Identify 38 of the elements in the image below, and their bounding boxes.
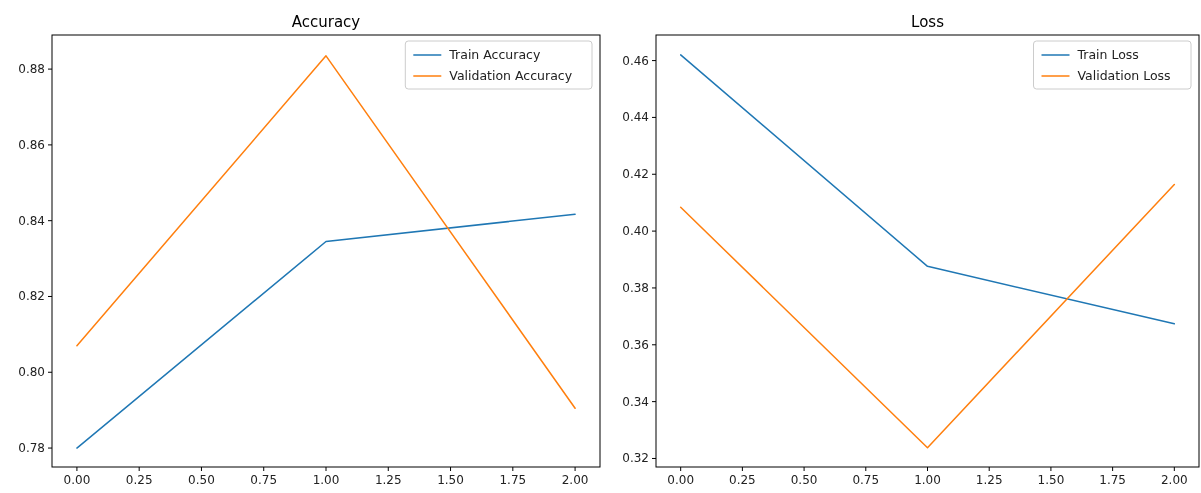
x-tick-label: 1.00	[312, 473, 340, 487]
legend-label: Validation Loss	[1077, 68, 1171, 83]
x-tick-label: 0.50	[188, 473, 215, 487]
y-tick-label: 0.84	[18, 213, 45, 228]
x-tick-label: 1.50	[437, 473, 464, 487]
y-tick-label: 0.44	[622, 110, 649, 125]
x-tick-label: 1.50	[1037, 473, 1065, 487]
x-tick-label: 1.25	[975, 473, 1003, 487]
legend-label: Train Accuracy	[448, 47, 541, 62]
y-tick-label: 0.80	[18, 365, 45, 380]
y-tick-label: 0.86	[18, 137, 45, 152]
y-tick-label: 0.78	[18, 441, 45, 456]
y-tick-label: 0.40	[622, 224, 649, 239]
x-tick-label: 0.25	[729, 473, 756, 487]
x-tick-label: 0.00	[63, 473, 91, 487]
x-tick-label: 0.50	[790, 473, 818, 487]
y-tick-label: 0.88	[18, 62, 45, 77]
x-tick-label: 0.75	[250, 473, 278, 487]
y-tick-label: 0.42	[622, 167, 649, 182]
x-tick-label: 0.00	[667, 473, 695, 487]
y-tick-label: 0.36	[622, 337, 649, 352]
x-tick-label: 1.75	[1099, 473, 1126, 487]
x-tick-label: 1.75	[499, 473, 527, 487]
x-tick-label: 2.00	[1160, 473, 1188, 487]
x-tick-label: 1.00	[914, 473, 941, 487]
y-tick-label: 0.46	[622, 53, 649, 68]
y-tick-label: 0.32	[622, 451, 649, 466]
y-tick-label: 0.38	[622, 280, 649, 295]
x-tick-label: 2.00	[561, 473, 589, 487]
x-tick-label: 1.25	[374, 473, 402, 487]
chart-title: Accuracy	[291, 13, 361, 31]
legend-label: Train Loss	[1076, 47, 1139, 62]
legend-label: Validation Accuracy	[449, 68, 573, 83]
x-tick-label: 0.75	[852, 473, 880, 487]
y-tick-label: 0.82	[18, 289, 45, 304]
chart-title: Loss	[911, 13, 945, 31]
x-tick-label: 0.25	[125, 473, 153, 487]
y-tick-label: 0.34	[622, 394, 649, 409]
